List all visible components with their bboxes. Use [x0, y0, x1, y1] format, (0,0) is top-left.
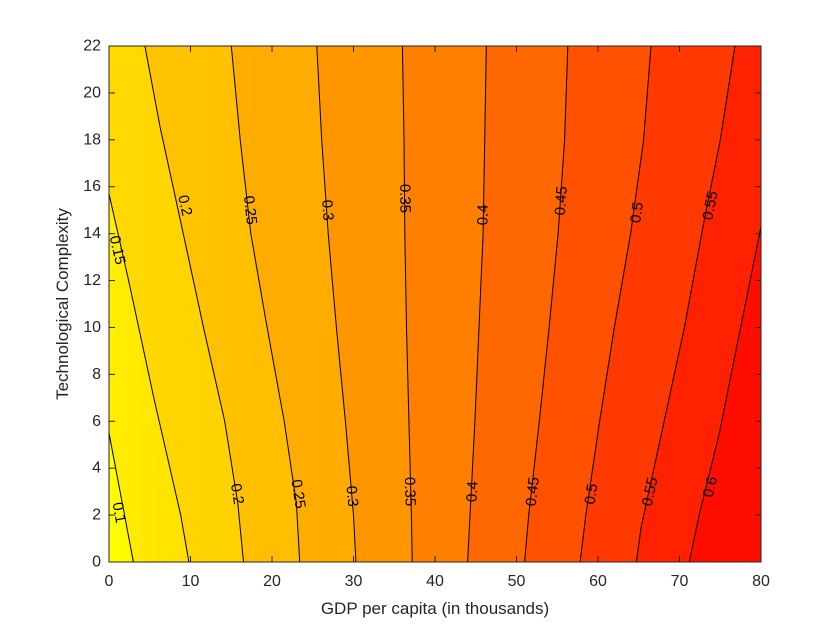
contour-label: 0.3: [343, 485, 362, 507]
contour-label: 0.55: [699, 190, 721, 222]
contour-label: 0.6: [700, 475, 722, 499]
contour-label: 0.25: [288, 478, 309, 509]
y-tick-label: 16: [83, 178, 101, 195]
contour-label: 0.3: [318, 199, 336, 221]
contour-line: [524, 46, 569, 562]
contour-band: [689, 46, 761, 562]
x-tick-label: 80: [752, 573, 770, 590]
contour-label-group: 0.2: [174, 193, 195, 217]
axes: 0 10 20 30 40 50 60 70 80 0 2 4 6 8 10 12 14 16 18 20 22: [83, 38, 770, 591]
y-axis-label: Technological Complexity: [53, 208, 72, 400]
contour-line: [109, 432, 134, 562]
contour-label-group: 0.1: [109, 501, 130, 525]
contour-line: [579, 46, 652, 562]
x-tick-label: 50: [508, 573, 526, 590]
contour-label-group: 0.35: [396, 184, 413, 213]
contour-label-group: 0.5: [582, 482, 602, 505]
contour-label-group: 0.2: [227, 482, 247, 505]
contour-label-group: 0.5: [627, 201, 647, 224]
y-tick-label: 6: [92, 413, 101, 430]
contour-label: 0.4: [474, 204, 491, 225]
contour-label-group: 0.4: [463, 481, 481, 503]
contour-label-group: 0.3: [343, 485, 362, 507]
contour-label-group: 0.45: [523, 476, 543, 507]
contour-label: 0.2: [227, 482, 247, 505]
contour-line: [401, 46, 413, 562]
contour-line: [316, 46, 357, 562]
contour-labels: 0.1 0.15 0.2 0.2 0.25 0.25 0.3 0.3 0.35 0.35 0.4 0.…: [106, 184, 722, 525]
contour-line: [109, 193, 190, 562]
contour-label-group: 0.45: [552, 186, 571, 216]
contour-label: 0.45: [523, 476, 543, 507]
contour-label: 0.4: [463, 481, 481, 503]
contour-lines: [109, 46, 761, 562]
x-tick-label: 0: [105, 573, 114, 590]
contour-label: 0.5: [627, 201, 647, 224]
x-tick-label: 40: [426, 573, 444, 590]
x-tick-label: 70: [671, 573, 689, 590]
contour-label: 0.35: [396, 184, 413, 213]
contour-label-group: 0.55: [639, 476, 662, 508]
contour-label-group: 0.15: [106, 234, 129, 266]
y-tick-label: 8: [92, 366, 101, 383]
contour-line: [230, 46, 301, 562]
x-tick-label: 60: [589, 573, 607, 590]
x-tick-label: 30: [345, 573, 363, 590]
contour-label: 0.15: [106, 234, 129, 266]
contour-label: 0.45: [552, 186, 571, 216]
contour-label-group: 0.35: [401, 477, 419, 507]
plot-area: [109, 46, 761, 562]
contour-label: 0.35: [401, 477, 419, 507]
contour-line: [635, 46, 736, 562]
y-tick-label: 20: [83, 84, 101, 101]
x-axis-label: GDP per capita (in thousands): [321, 599, 549, 618]
y-tick-label: 22: [83, 38, 101, 55]
contour-label: 0.2: [174, 193, 195, 217]
y-tick-label: 14: [83, 225, 101, 242]
contour-label-group: 0.3: [318, 199, 336, 221]
y-tick-label: 18: [83, 131, 101, 148]
contour-label: 0.1: [109, 501, 130, 525]
y-tick-label: 0: [92, 554, 101, 571]
contour-line: [688, 226, 761, 562]
contour-label: 0.5: [582, 482, 602, 505]
contour-label-group: 0.25: [288, 478, 309, 509]
contour-label: 0.55: [639, 476, 662, 508]
contour-label-group: 0.4: [474, 204, 491, 225]
y-tick-label: 10: [83, 319, 101, 336]
contour-label-group: 0.25: [240, 195, 260, 226]
y-tick-label: 4: [92, 460, 101, 477]
contour-line: [467, 46, 487, 562]
y-tick-label: 2: [92, 507, 101, 524]
contour-label-group: 0.6: [700, 475, 722, 499]
x-tick-label: 10: [182, 573, 200, 590]
x-tick-label: 20: [263, 573, 281, 590]
contour-label-group: 0.55: [699, 190, 721, 222]
contour-line: [144, 46, 244, 562]
contour-label: 0.25: [240, 195, 260, 226]
y-tick-label: 12: [83, 272, 101, 289]
